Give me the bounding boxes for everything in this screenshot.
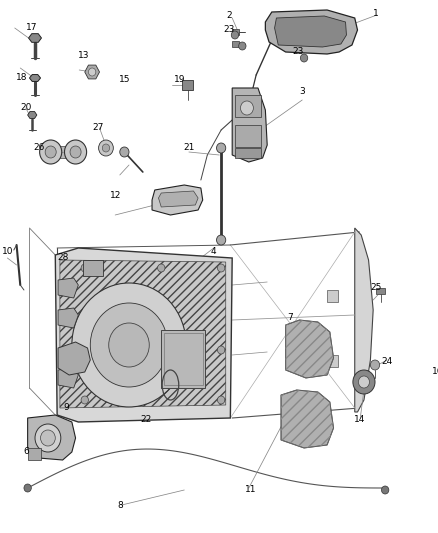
Polygon shape [355,228,373,412]
Circle shape [231,31,239,39]
Polygon shape [58,308,78,328]
Circle shape [41,430,55,446]
Polygon shape [159,191,198,207]
Text: 23: 23 [224,26,235,35]
Text: 22: 22 [140,416,151,424]
Circle shape [81,264,88,272]
Text: 21: 21 [183,143,194,152]
Text: 19: 19 [174,76,185,85]
Circle shape [240,101,254,115]
Polygon shape [281,390,334,448]
Circle shape [381,486,389,494]
Polygon shape [58,342,90,375]
Circle shape [64,140,87,164]
Bar [161,330,205,388]
Circle shape [216,235,226,245]
Polygon shape [286,320,334,378]
Text: 2: 2 [226,12,232,20]
Text: 14: 14 [353,416,365,424]
Circle shape [99,140,113,156]
Bar [327,290,338,302]
Circle shape [371,360,380,370]
Circle shape [217,396,225,404]
Bar [83,260,103,276]
Text: 15: 15 [119,76,130,85]
Text: 1: 1 [373,10,379,19]
Text: 7: 7 [287,313,293,322]
Circle shape [353,370,375,394]
Circle shape [216,143,226,153]
Polygon shape [232,29,239,35]
Text: 17: 17 [25,23,37,33]
Text: 18: 18 [16,74,28,83]
Text: 11: 11 [245,486,256,495]
Bar [327,355,338,367]
Polygon shape [60,260,226,408]
Bar [235,148,261,158]
Text: 8: 8 [117,500,123,510]
Circle shape [217,346,225,354]
Circle shape [70,146,81,158]
Polygon shape [28,111,37,118]
Circle shape [35,424,61,452]
Text: 25: 25 [370,284,381,293]
Bar [51,146,76,158]
Text: 4: 4 [211,247,216,256]
Polygon shape [29,75,41,82]
Text: 3: 3 [299,87,305,96]
Polygon shape [85,65,99,79]
Circle shape [24,484,32,492]
Polygon shape [28,34,42,42]
Circle shape [300,54,308,62]
Polygon shape [275,16,346,47]
Bar [28,448,42,460]
Text: 27: 27 [92,124,103,133]
Circle shape [109,323,149,367]
Circle shape [39,140,62,164]
Circle shape [72,283,186,407]
Text: 12: 12 [110,190,122,199]
Text: 20: 20 [20,103,32,112]
Text: 23: 23 [293,47,304,56]
Circle shape [217,264,225,272]
Polygon shape [28,415,76,460]
Polygon shape [232,41,239,47]
Text: 28: 28 [57,254,68,262]
Polygon shape [55,248,232,422]
Circle shape [88,68,96,76]
Polygon shape [58,368,78,388]
Polygon shape [265,10,357,54]
Circle shape [158,264,165,272]
Bar [376,288,385,294]
Bar [183,80,194,90]
Text: 6: 6 [23,448,28,456]
Circle shape [358,376,370,388]
Text: 26: 26 [33,143,44,152]
Text: 10: 10 [2,247,13,256]
Circle shape [102,144,110,152]
Circle shape [120,147,129,157]
Text: 16: 16 [432,367,438,376]
Bar [164,333,203,385]
Polygon shape [58,278,78,298]
Circle shape [81,396,88,404]
Circle shape [239,42,246,50]
Text: 9: 9 [64,403,69,413]
Text: 24: 24 [381,358,392,367]
Polygon shape [152,185,203,215]
Circle shape [90,303,168,387]
Polygon shape [232,88,267,162]
Text: 13: 13 [78,51,90,60]
Bar [235,95,261,117]
Bar [235,125,261,147]
Circle shape [45,146,56,158]
